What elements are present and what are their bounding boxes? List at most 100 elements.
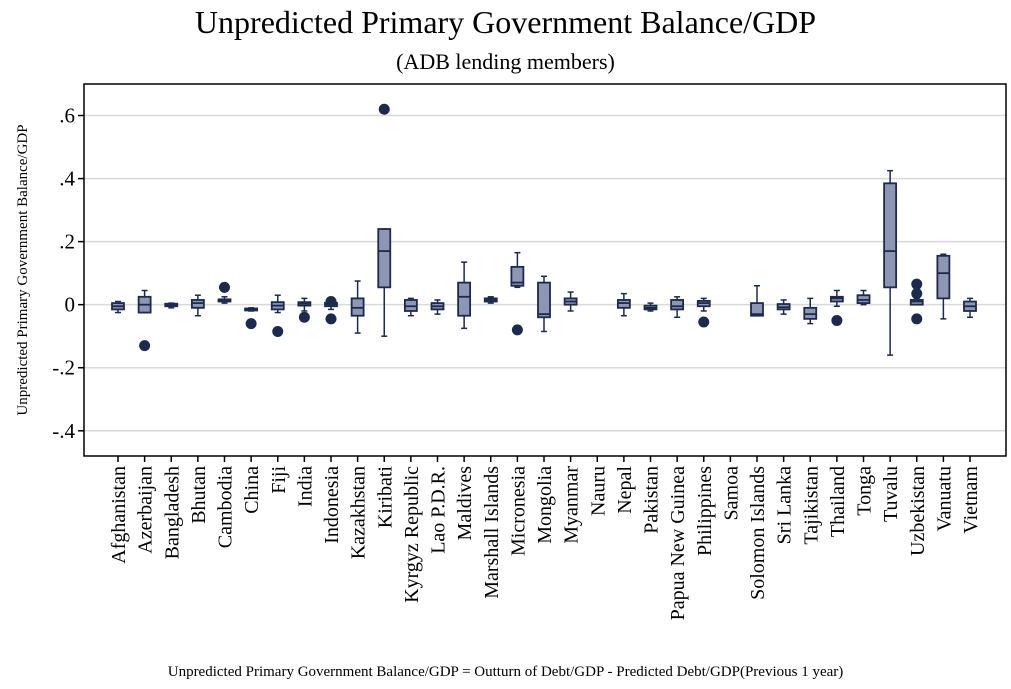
y-tick-label: -.2 bbox=[52, 356, 75, 380]
box-series bbox=[111, 103, 977, 356]
x-tick-label: Tuvalu bbox=[880, 466, 902, 522]
y-axis: .6 .4 .2 0 -.2 -.4 bbox=[52, 104, 84, 443]
chart-note: Unpredicted Primary Government Balance/G… bbox=[167, 664, 844, 680]
x-tick-label: Myanmar bbox=[561, 466, 583, 544]
box-mongolia bbox=[537, 275, 551, 333]
box-iqr bbox=[670, 299, 685, 311]
x-tick-label: Papua New Guinea bbox=[667, 466, 689, 621]
box-iqr bbox=[457, 281, 472, 317]
x-tick-label: Lao P.D.R. bbox=[428, 466, 450, 554]
x-tick-label: Mongolia bbox=[534, 466, 556, 544]
x-tick-label: Philippines bbox=[694, 466, 716, 556]
x-tick-label: Vietnam bbox=[960, 466, 982, 534]
box-myanmar bbox=[563, 291, 578, 312]
box-marshall-islands bbox=[483, 296, 498, 304]
chart-subtitle: (ADB lending members) bbox=[396, 49, 615, 74]
box-pakistan bbox=[643, 302, 658, 312]
box-bhutan bbox=[190, 294, 205, 317]
chart-title: Unpredicted Primary Government Balance/G… bbox=[194, 4, 817, 40]
box-india bbox=[297, 297, 312, 323]
x-tick-label: Marshall Islands bbox=[481, 466, 503, 599]
x-tick-label: Vanuatu bbox=[933, 466, 955, 532]
y-tick-label: 0 bbox=[65, 293, 76, 317]
box-iqr bbox=[883, 182, 898, 289]
x-tick-label: Samoa bbox=[720, 466, 742, 521]
y-tick-label: -.4 bbox=[52, 419, 75, 443]
box-fiji bbox=[270, 294, 285, 337]
x-tick-label: Bhutan bbox=[188, 466, 210, 524]
box-philippines bbox=[696, 297, 711, 328]
box-thailand bbox=[829, 289, 844, 326]
x-tick-label: Kyrgyz Republic bbox=[401, 466, 423, 603]
box-tuvalu bbox=[883, 169, 898, 356]
x-tick-label: Fiji bbox=[268, 466, 290, 494]
x-axis: Afghanistan Azerbaijan Bangladesh Bhutan Cam… bbox=[108, 456, 982, 620]
outlier-point bbox=[911, 313, 923, 325]
outlier-point bbox=[911, 288, 923, 300]
box-iqr bbox=[510, 265, 525, 287]
x-tick-label: Nauru bbox=[587, 466, 609, 516]
outlier-point bbox=[219, 281, 230, 293]
box-uzbekistan bbox=[909, 278, 924, 325]
x-tick-label: India bbox=[294, 466, 316, 507]
x-tick-label: Bangladesh bbox=[161, 466, 183, 559]
x-tick-label: Sri Lanka bbox=[774, 466, 796, 544]
x-tick-label: Kiribati bbox=[374, 466, 396, 529]
box-maldives bbox=[457, 261, 472, 330]
outlier-point bbox=[325, 313, 337, 325]
box-iqr bbox=[936, 254, 951, 300]
box-bangladesh bbox=[164, 302, 179, 309]
x-tick-label: Micronesia bbox=[507, 466, 529, 556]
x-tick-label: Pakistan bbox=[641, 466, 663, 534]
x-tick-label: Uzbekistan bbox=[907, 466, 929, 556]
box-azerbaijan bbox=[137, 289, 152, 352]
box-kyrgyz-republic bbox=[403, 297, 418, 317]
outlier-point bbox=[911, 278, 923, 290]
box-papua-new-guinea bbox=[670, 296, 685, 319]
x-tick-label: Thailand bbox=[827, 466, 849, 537]
box-iqr bbox=[537, 281, 551, 319]
x-tick-label: Tonga bbox=[854, 466, 876, 516]
box-tonga bbox=[856, 289, 871, 306]
outlier-point bbox=[245, 318, 257, 330]
box-vanuatu bbox=[936, 253, 951, 320]
y-tick-label: .6 bbox=[59, 104, 75, 128]
outlier-point bbox=[298, 311, 310, 323]
box-china bbox=[244, 307, 259, 330]
x-tick-label: Afghanistan bbox=[108, 466, 130, 564]
box-iqr bbox=[377, 228, 392, 289]
outlier-point bbox=[325, 296, 337, 308]
x-tick-label: Kazakhstan bbox=[348, 466, 370, 559]
x-tick-label: Nepal bbox=[614, 466, 636, 514]
box-solomon-islands bbox=[750, 285, 764, 317]
x-tick-label: Indonesia bbox=[321, 466, 343, 544]
box-iqr bbox=[750, 302, 764, 317]
x-tick-label: China bbox=[241, 466, 263, 514]
box-micronesia bbox=[510, 251, 525, 336]
y-axis-label: Unpredicted Primary Government Balance/G… bbox=[15, 124, 31, 415]
outlier-point bbox=[139, 340, 151, 352]
x-tick-label: Azerbaijan bbox=[135, 466, 157, 554]
box-indonesia bbox=[324, 296, 338, 325]
box-kiribati bbox=[377, 103, 392, 337]
x-tick-label: Cambodia bbox=[215, 466, 237, 548]
box-kazakhstan bbox=[350, 280, 365, 334]
outlier-point bbox=[511, 324, 523, 336]
box-lao-p-d-r- bbox=[430, 299, 445, 315]
box-afghanistan bbox=[111, 300, 125, 314]
gridlines bbox=[84, 114, 1006, 432]
x-tick-label: Maldives bbox=[454, 466, 476, 541]
plot-frame bbox=[83, 83, 1007, 457]
box-sri-lanka bbox=[776, 299, 791, 315]
y-tick-label: .2 bbox=[59, 230, 75, 254]
outlier-point bbox=[831, 314, 843, 326]
box-vietnam bbox=[963, 297, 977, 319]
x-tick-label: Solomon Islands bbox=[747, 466, 769, 600]
x-tick-label: Tajikistan bbox=[800, 466, 822, 545]
outlier-point bbox=[378, 103, 390, 115]
y-tick-label: .4 bbox=[59, 167, 75, 191]
outlier-point bbox=[698, 316, 710, 328]
box-nepal bbox=[616, 292, 631, 317]
box-tajikistan bbox=[803, 297, 818, 325]
